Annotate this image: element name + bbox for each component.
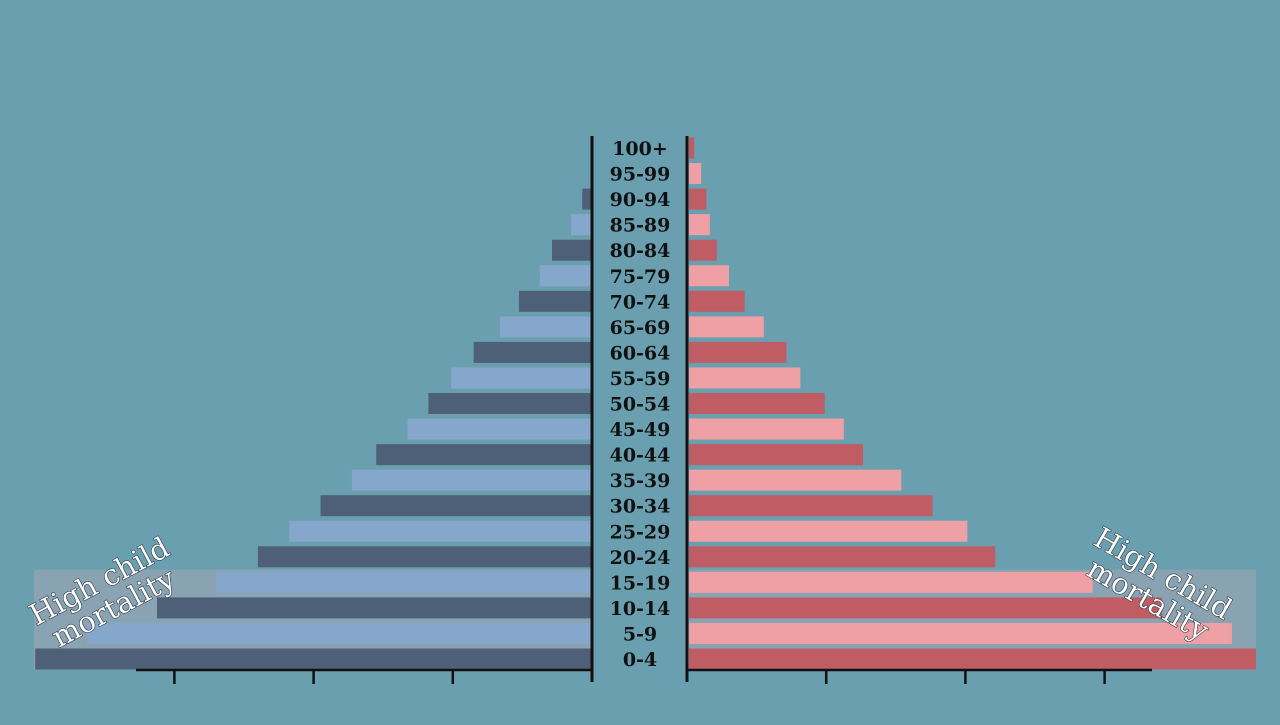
age-label-10-14: 10-14 — [610, 598, 671, 620]
bar-right-10-14 — [689, 597, 1163, 619]
age-label-15-19: 15-19 — [610, 572, 671, 594]
age-label-65-69: 65-69 — [610, 317, 671, 339]
bar-right-30-34 — [689, 495, 933, 517]
bar-left-15-19 — [216, 571, 592, 593]
bar-left-80-84 — [551, 239, 592, 261]
age-label-75-79: 75-79 — [610, 266, 671, 288]
bar-right-35-39 — [689, 469, 902, 491]
bar-right-70-74 — [689, 290, 745, 312]
bar-right-25-29 — [689, 520, 968, 542]
bar-right-85-89 — [689, 214, 710, 236]
bar-left-20-24 — [257, 546, 592, 568]
bar-left-70-74 — [518, 290, 592, 312]
bar-right-0-4 — [689, 648, 1256, 670]
bar-left-50-54 — [428, 393, 592, 414]
bar-left-35-39 — [351, 469, 592, 491]
bars — [35, 137, 1256, 670]
bar-left-0-4 — [35, 648, 592, 670]
bar-right-50-54 — [689, 393, 825, 414]
bar-right-15-19 — [689, 571, 1093, 593]
bar-left-45-49 — [407, 418, 592, 440]
age-label-85-89: 85-89 — [610, 215, 671, 237]
bar-left-75-79 — [539, 265, 592, 287]
bar-left-85-89 — [571, 214, 592, 236]
bar-right-20-24 — [689, 546, 996, 568]
bar-right-60-64 — [689, 341, 787, 363]
bar-right-90-94 — [689, 188, 707, 210]
bar-right-45-49 — [689, 418, 844, 440]
bar-right-80-84 — [689, 239, 717, 261]
bar-left-90-94 — [582, 188, 592, 210]
bar-left-10-14 — [157, 597, 592, 619]
bar-right-55-59 — [689, 367, 801, 389]
axes — [136, 136, 1152, 684]
age-label-60-64: 60-64 — [610, 342, 671, 364]
bar-left-30-34 — [320, 495, 592, 517]
age-label-5-9: 5-9 — [623, 623, 657, 645]
bar-right-95-99 — [689, 163, 702, 185]
bar-left-60-64 — [473, 341, 592, 363]
age-label-90-94: 90-94 — [610, 189, 671, 211]
bar-right-75-79 — [689, 265, 730, 287]
bar-left-25-29 — [289, 520, 592, 542]
bar-right-40-44 — [689, 444, 863, 466]
age-label-100+: 100+ — [612, 138, 668, 160]
age-label-70-74: 70-74 — [610, 291, 671, 313]
age-label-25-29: 25-29 — [610, 521, 671, 543]
age-label-20-24: 20-24 — [610, 547, 671, 569]
age-label-35-39: 35-39 — [610, 470, 671, 492]
bar-right-100+ — [689, 137, 695, 159]
age-label-0-4: 0-4 — [623, 649, 657, 671]
bar-left-5-9 — [87, 622, 593, 644]
age-label-50-54: 50-54 — [610, 394, 671, 416]
age-label-95-99: 95-99 — [610, 164, 671, 186]
age-label-30-34: 30-34 — [610, 496, 671, 518]
bar-right-65-69 — [689, 316, 764, 338]
bar-right-5-9 — [689, 622, 1232, 644]
age-labels: 0-4 5-9 10-14 15-19 20-24 25-29 30-34 35-39 40-4… — [610, 138, 671, 671]
age-label-55-59: 55-59 — [610, 368, 671, 390]
bar-left-65-69 — [499, 316, 592, 338]
bar-left-40-44 — [376, 444, 592, 466]
age-label-80-84: 80-84 — [610, 240, 671, 262]
age-label-40-44: 40-44 — [610, 445, 671, 467]
age-label-45-49: 45-49 — [610, 419, 671, 441]
bar-left-55-59 — [451, 367, 592, 389]
